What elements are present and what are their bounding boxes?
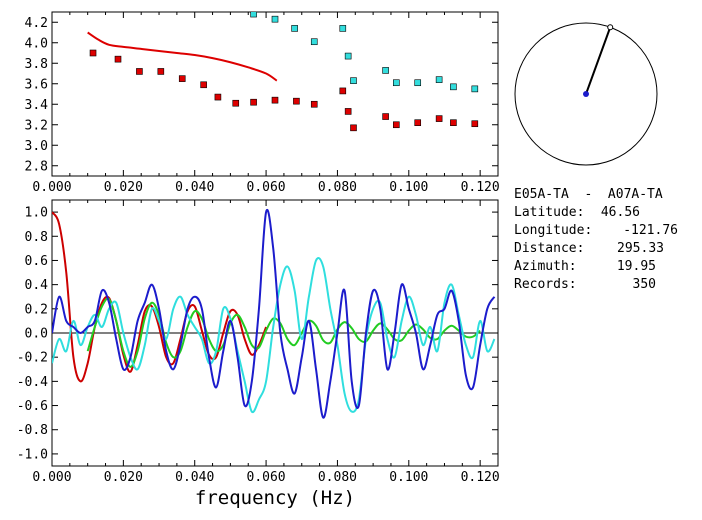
- bottom-y-tick-label: -0.6: [17, 399, 48, 414]
- compass-center: [583, 91, 589, 97]
- bottom-x-tick-label: 0.020: [104, 470, 143, 485]
- top-series-2-point: [291, 25, 298, 32]
- top-x-axis: 0.000 0.020 0.040 0.060 0.080 0.100 0.120: [32, 12, 500, 195]
- compass-needle-tip: [607, 24, 614, 31]
- bottom-series-1-line: [86, 297, 481, 368]
- top-series-1-point: [89, 49, 97, 57]
- distance-label: Distance:: [514, 241, 584, 256]
- top-y-tick-label: 3.0: [25, 139, 48, 154]
- bottom-y-tick-label: -1.0: [17, 447, 48, 462]
- top-y-tick-label: 4.2: [25, 16, 48, 31]
- bottom-y-axis: -1.0 -0.8 -0.6 -0.4 -0.2 0.0 0.2 0.4 0.6 0.8 1.0: [17, 206, 498, 462]
- azimuth-compass: [514, 22, 658, 166]
- top-series-2-point: [414, 79, 422, 87]
- top-y-tick-label: 4.0: [25, 36, 48, 51]
- top-series-2-point: [471, 85, 479, 93]
- top-series-1-point: [344, 108, 352, 115]
- top-x-tick-label: 0.060: [247, 180, 286, 195]
- top-series-2-point: [250, 12, 257, 18]
- top-x-tick-label: 0.100: [389, 180, 428, 195]
- top-series-1-point: [350, 124, 357, 132]
- compass-needle: [585, 26, 612, 95]
- top-series-1-point: [114, 55, 122, 63]
- azimuth-label: Azimuth:: [514, 259, 577, 274]
- bottom-y-tick-label: 0.4: [25, 278, 49, 293]
- station-pair: E05A-TA - A07A-TA: [514, 187, 663, 202]
- top-series-1-point: [293, 97, 300, 105]
- bottom-x-tick-label: 0.000: [32, 470, 71, 485]
- bottom-x-tick-label: 0.040: [175, 470, 214, 485]
- top-series-1-point: [271, 96, 279, 104]
- bottom-x-tick-label: 0.100: [389, 470, 428, 485]
- bottom-y-tick-label: 0.8: [25, 230, 48, 245]
- top-series-2-point: [450, 83, 457, 91]
- bottom-plot-series: [52, 208, 496, 419]
- top-series-1-point: [178, 75, 186, 82]
- bottom-x-tick-label: 0.080: [318, 470, 357, 485]
- top-series-1-point: [250, 98, 257, 106]
- bottom-series-3-line: [52, 208, 496, 419]
- distance-value: 295.33: [617, 241, 664, 256]
- bottom-y-tick-label: 0.6: [25, 254, 48, 269]
- top-series-1-point: [310, 100, 318, 108]
- top-plot-frame: [51, 11, 499, 177]
- top-y-tick-label: 3.6: [25, 77, 48, 92]
- top-series-2-point: [393, 79, 400, 87]
- top-series-1-point: [471, 120, 479, 128]
- compass-circle: [514, 22, 658, 166]
- bottom-series-2-line: [52, 257, 496, 414]
- top-series-1-point: [214, 93, 222, 101]
- top-series-1-point: [393, 121, 400, 129]
- top-x-tick-label: 0.120: [461, 180, 500, 195]
- longitude-label: Longitude:: [514, 223, 592, 238]
- top-series-2-point: [271, 15, 279, 23]
- x-axis-label: frequency (Hz): [195, 487, 355, 509]
- top-y-tick-label: 2.8: [25, 159, 48, 174]
- top-series-2-point: [382, 67, 389, 74]
- top-series-1-point: [200, 81, 207, 89]
- top-plot-series: [87, 12, 479, 132]
- top-series-1-point: [339, 87, 347, 95]
- top-series-1-point: [136, 68, 143, 75]
- records-label: Records:: [514, 277, 577, 292]
- top-series-1-point: [435, 115, 443, 122]
- latitude-label: Latitude:: [514, 205, 584, 220]
- bottom-y-tick-label: -0.4: [17, 375, 48, 390]
- top-series-1-point: [450, 119, 457, 126]
- longitude-value: -121.76: [623, 223, 678, 238]
- top-series-2-point: [344, 52, 352, 60]
- latitude-value: 46.56: [601, 205, 640, 220]
- bottom-y-tick-label: 0.2: [25, 302, 48, 317]
- top-y-tick-label: 3.2: [25, 118, 48, 133]
- top-x-tick-label: 0.080: [318, 180, 357, 195]
- top-series-2-point: [339, 25, 347, 32]
- bottom-y-tick-label: 0.0: [25, 327, 48, 342]
- station-info: E05A-TA - A07A-TA Latitude: 46.56 Longit…: [514, 187, 678, 292]
- bottom-x-axis: 0.000 0.020 0.040 0.060 0.080 0.100 0.120: [32, 200, 500, 485]
- top-series-2-point: [435, 76, 443, 83]
- top-series-2-point: [350, 77, 357, 84]
- top-series-1-point: [157, 68, 165, 75]
- top-x-tick-label: 0.000: [32, 180, 71, 195]
- bottom-x-tick-label: 0.120: [461, 470, 500, 485]
- top-series-1-point: [414, 119, 422, 126]
- bottom-y-tick-label: -0.8: [17, 423, 48, 438]
- top-series-1-point: [232, 99, 240, 107]
- top-y-axis: 2.8 3.0 3.2 3.4 3.6 3.8 4.0 4.2: [25, 16, 498, 174]
- top-x-tick-label: 0.040: [175, 180, 214, 195]
- records-value: 350: [633, 277, 656, 292]
- bottom-series-0-line: [52, 211, 268, 383]
- top-y-tick-label: 3.4: [25, 98, 49, 113]
- bottom-y-tick-label: -0.2: [17, 351, 48, 366]
- top-series-2-point: [310, 38, 318, 46]
- bottom-y-tick-label: 1.0: [25, 206, 48, 221]
- top-series-1-point: [382, 113, 389, 120]
- top-series-0-line: [87, 31, 278, 82]
- top-x-tick-label: 0.020: [104, 180, 143, 195]
- azimuth-value: 19.95: [617, 259, 656, 274]
- bottom-x-tick-label: 0.060: [247, 470, 286, 485]
- top-y-tick-label: 3.8: [25, 57, 48, 72]
